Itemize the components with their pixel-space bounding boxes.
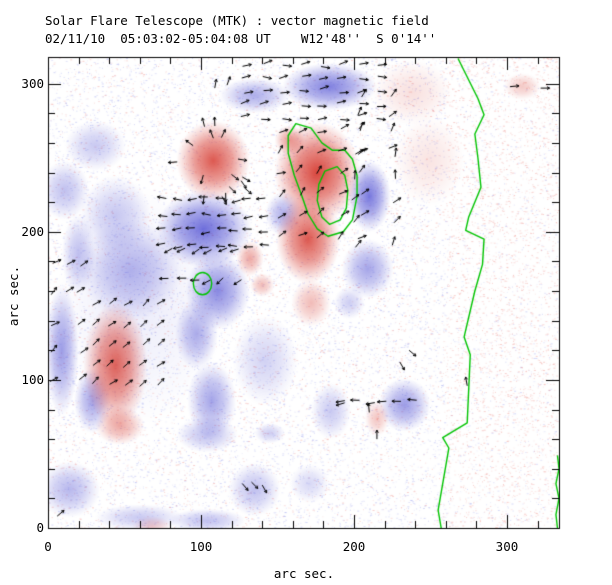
x-axis-title: arc sec. (273, 566, 335, 581)
y-axis-title: arc sec. (6, 265, 21, 327)
figure-subtitle: 02/11/10 05:03:02-05:04:08 UT W12'48'' S… (45, 31, 437, 46)
figure-title: Solar Flare Telescope (MTK) : vector mag… (45, 13, 429, 28)
